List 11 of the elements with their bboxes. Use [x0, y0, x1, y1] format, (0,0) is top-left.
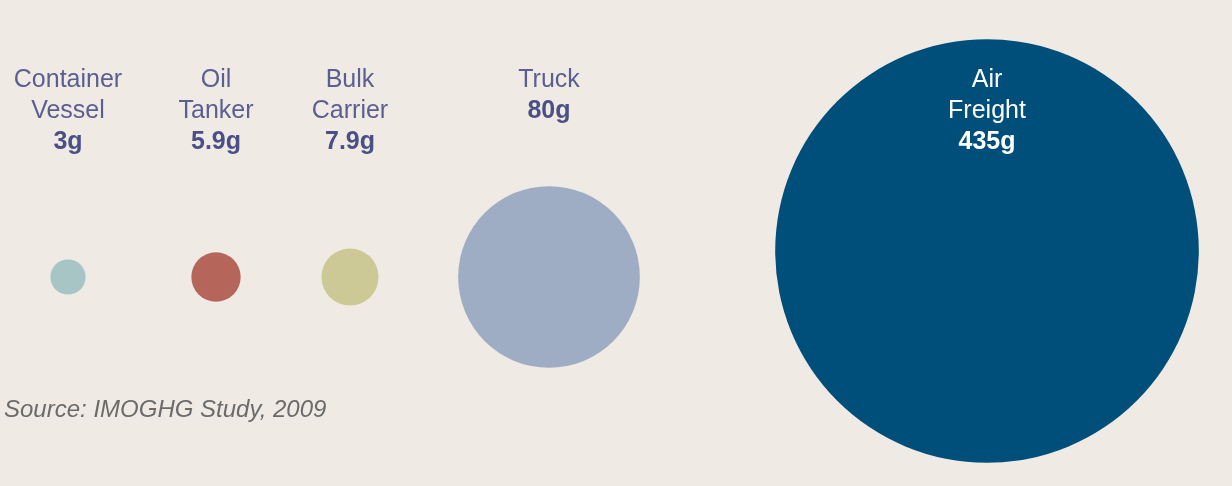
category-label: Oil Tanker — [178, 64, 254, 123]
data-label: 5.9g — [190, 126, 242, 154]
data-label: 80g — [527, 95, 571, 123]
source-note: Source: IMOGHG Study, 2009 — [4, 395, 327, 422]
category-label: Truck — [518, 64, 581, 92]
data-label: 3g — [53, 126, 83, 154]
data-label: 435g — [958, 126, 1016, 154]
category-label: Air Freight — [948, 64, 1026, 123]
data-label: 7.9g — [324, 126, 376, 154]
category-label: Bulk Carrier — [311, 64, 389, 123]
category-label: Container Vessel — [13, 64, 123, 123]
